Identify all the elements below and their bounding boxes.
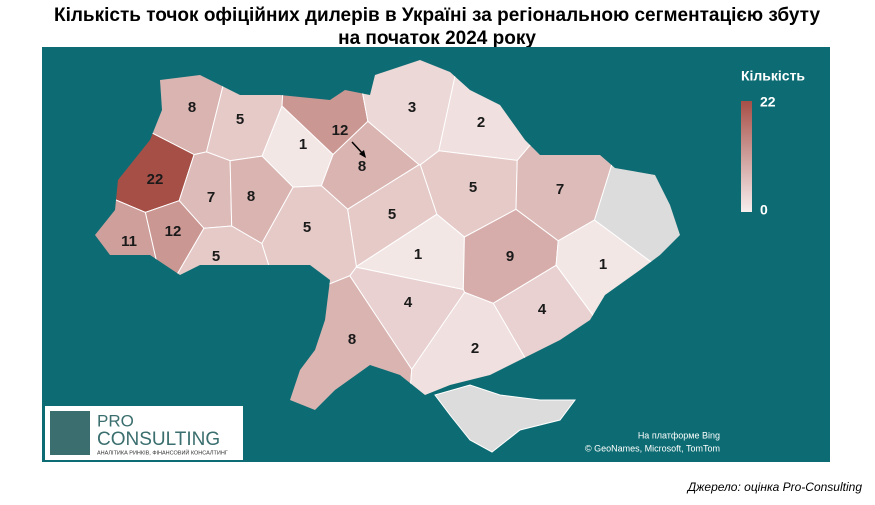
region-value: 4: [404, 294, 413, 311]
legend-title: Кількість: [741, 68, 805, 84]
region-value: 12: [332, 122, 349, 139]
region-value: 5: [388, 206, 396, 223]
attribution: На платформе Bing: [638, 430, 720, 440]
region-value: 5: [469, 179, 477, 196]
region-value: 1: [414, 246, 422, 263]
legend-tick: 22: [760, 94, 776, 110]
region-value: 2: [471, 340, 479, 357]
region-value: 7: [556, 181, 564, 198]
region-value: 5: [236, 111, 244, 128]
region-value: 8: [358, 158, 366, 175]
region-value: 8: [188, 99, 196, 116]
region-value: 4: [538, 301, 547, 318]
source: Джерело: оцінка Pro-Consulting: [686, 480, 863, 494]
attribution: © GeoNames, Microsoft, TomTom: [585, 443, 720, 453]
region-value: 1: [299, 136, 307, 153]
logo-tagline: АНАЛІТИКА РИНКІВ, ФІНАНСОВИЙ КОНСАЛТИНГ: [97, 448, 228, 456]
legend-colorbar: [741, 101, 752, 212]
logo-text: PRO: [97, 411, 134, 430]
region-value: 2: [477, 114, 485, 131]
region-value: 3: [408, 99, 416, 116]
title-line: на початок 2024 року: [338, 28, 536, 49]
region-value: 5: [212, 248, 220, 265]
crimea: [434, 384, 576, 453]
logo-icon: [50, 411, 90, 455]
title-line: Кількість точок офіційних дилерів в Укра…: [54, 5, 820, 26]
legend-tick: 0: [760, 202, 768, 218]
region-value: 8: [247, 188, 255, 205]
region-value: 22: [147, 171, 164, 188]
region-value: 5: [303, 219, 311, 236]
logo-text: CONSULTING: [97, 429, 220, 450]
kyiv-arrowhead: [359, 150, 366, 158]
region-value: 12: [165, 223, 182, 240]
region-value: 11: [121, 233, 137, 250]
region-value: 9: [506, 248, 514, 265]
region-value: 1: [599, 256, 607, 273]
region-value: 8: [348, 331, 356, 348]
region-value: 7: [207, 189, 215, 206]
